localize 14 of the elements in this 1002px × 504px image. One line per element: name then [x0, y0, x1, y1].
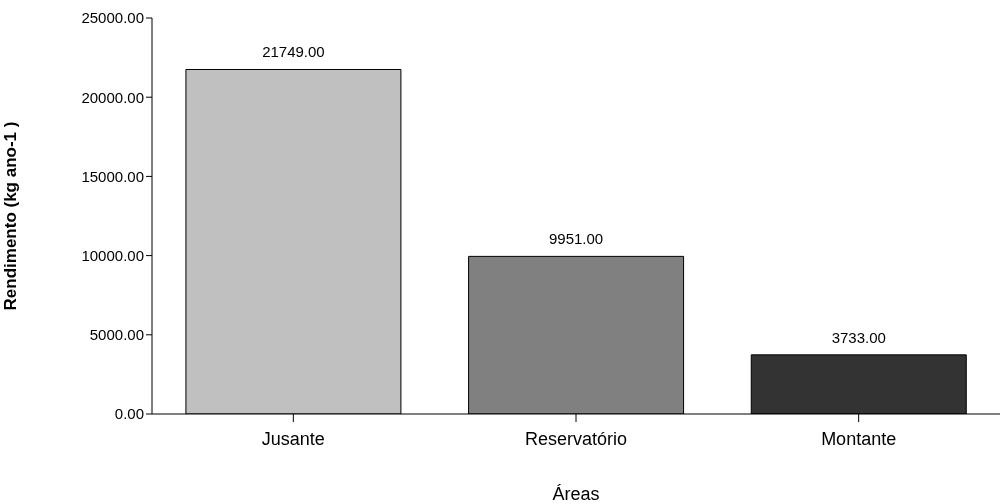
x-tick-label: Montante — [821, 428, 897, 449]
y-tick-label: 5000.00 — [89, 326, 144, 344]
y-tick-label: 0.00 — [114, 405, 144, 423]
y-tick-label: 20000.00 — [81, 88, 144, 106]
y-tick-label: 10000.00 — [81, 246, 144, 264]
x-axis-title: Áreas — [552, 484, 600, 504]
y-tick-label: 25000.00 — [81, 9, 144, 27]
data-label: 9951.00 — [548, 230, 604, 248]
y-axis-title: Rendimento (kg ano-1 ) — [1, 121, 21, 311]
x-tick-label: Jusante — [261, 428, 325, 449]
y-tick-label: 15000.00 — [81, 167, 144, 185]
data-label: 21749.00 — [262, 43, 325, 61]
data-label: 3733.00 — [831, 328, 886, 346]
x-tick-label: Reservatório — [524, 428, 628, 449]
